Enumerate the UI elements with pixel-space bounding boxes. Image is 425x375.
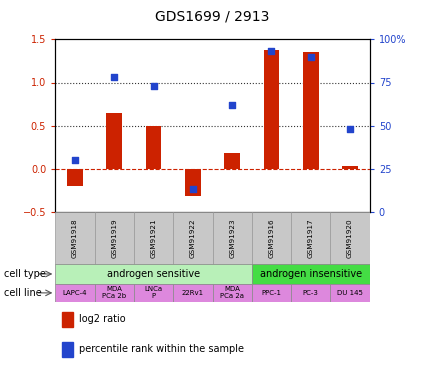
Text: GSM91921: GSM91921 (150, 218, 156, 258)
Text: log2 ratio: log2 ratio (79, 314, 125, 324)
Bar (134, 284, 173, 302)
Point (347, 126, 354, 132)
Bar (55, 212, 94, 264)
Point (190, 186, 196, 192)
Bar (291, 284, 331, 302)
Bar (94, 212, 134, 264)
Bar (55, 264, 252, 284)
Bar (303, 53, 319, 169)
Point (150, 83, 157, 89)
Bar (55, 284, 94, 302)
Bar (62, 342, 73, 357)
Point (111, 74, 118, 80)
Text: GSM91920: GSM91920 (347, 218, 353, 258)
Bar (62, 312, 73, 327)
Text: LAPC-4: LAPC-4 (62, 290, 87, 296)
Point (268, 48, 275, 54)
Bar (212, 284, 252, 302)
Text: percentile rank within the sample: percentile rank within the sample (79, 344, 244, 354)
Text: androgen sensitive: androgen sensitive (107, 269, 200, 279)
Text: cell type: cell type (4, 269, 46, 279)
Text: PC-3: PC-3 (303, 290, 319, 296)
Point (307, 54, 314, 60)
Bar (342, 166, 358, 169)
Text: GSM91923: GSM91923 (229, 218, 235, 258)
Bar (331, 284, 370, 302)
Bar (173, 284, 212, 302)
Bar (264, 50, 279, 169)
Text: MDA
PCa 2a: MDA PCa 2a (220, 286, 244, 299)
Text: GSM91917: GSM91917 (308, 218, 314, 258)
Point (71, 157, 78, 163)
Text: GSM91919: GSM91919 (111, 218, 117, 258)
Bar (224, 153, 240, 169)
Text: cell line: cell line (4, 288, 42, 298)
Bar (94, 284, 134, 302)
Text: GDS1699 / 2913: GDS1699 / 2913 (155, 9, 270, 23)
Bar (252, 284, 291, 302)
Bar (185, 169, 201, 196)
Text: DU 145: DU 145 (337, 290, 363, 296)
Bar (331, 212, 370, 264)
Text: LNCa
P: LNCa P (144, 286, 163, 299)
Text: GSM91916: GSM91916 (269, 218, 275, 258)
Text: androgen insensitive: androgen insensitive (260, 269, 362, 279)
Text: MDA
PCa 2b: MDA PCa 2b (102, 286, 126, 299)
Bar (173, 212, 212, 264)
Bar (212, 212, 252, 264)
Bar (252, 212, 291, 264)
Point (229, 102, 235, 108)
Text: GSM91922: GSM91922 (190, 218, 196, 258)
Text: PPC-1: PPC-1 (261, 290, 281, 296)
Bar (134, 212, 173, 264)
Text: 22Rv1: 22Rv1 (182, 290, 204, 296)
Bar (146, 126, 162, 169)
Text: GSM91918: GSM91918 (72, 218, 78, 258)
Bar (106, 112, 122, 169)
Bar (291, 212, 331, 264)
Bar (67, 169, 83, 186)
Bar (252, 264, 370, 284)
